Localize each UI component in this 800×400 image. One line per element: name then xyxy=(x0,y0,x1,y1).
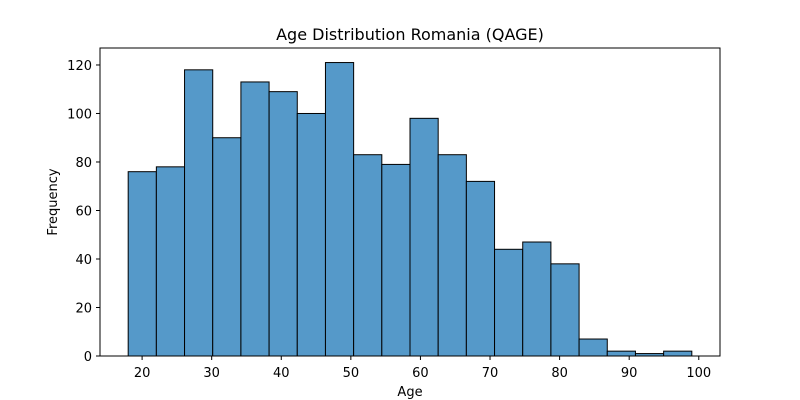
x-tick-label: 40 xyxy=(273,366,290,381)
histogram-bar xyxy=(522,241,552,357)
histogram-bar xyxy=(212,137,242,357)
x-axis-label: Age xyxy=(397,385,422,400)
y-tick-label: 80 xyxy=(75,156,92,171)
y-tick-label: 40 xyxy=(75,253,92,268)
plot-frame xyxy=(99,47,721,357)
histogram-bar xyxy=(296,112,326,357)
y-axis-label: Frequency xyxy=(46,168,61,235)
histogram-bar xyxy=(578,338,608,357)
histogram-bar xyxy=(240,81,270,357)
x-tick-label: 30 xyxy=(203,366,220,381)
histogram-bar xyxy=(353,154,383,357)
histogram-bar xyxy=(409,117,439,357)
histogram-bar xyxy=(550,263,580,357)
x-tick-label: 100 xyxy=(686,366,711,381)
bars-layer xyxy=(127,62,693,357)
histogram-bar xyxy=(437,154,467,357)
y-tick-label: 100 xyxy=(67,107,92,122)
chart-title: Age Distribution Romania (QAGE) xyxy=(276,25,544,44)
x-tick-label: 60 xyxy=(412,366,429,381)
x-axis-ticks: 20 30 40 50 60 70 80 90 100 xyxy=(134,356,711,381)
x-tick-label: 20 xyxy=(134,366,151,381)
histogram-bar xyxy=(268,91,298,357)
histogram-bar xyxy=(494,248,524,357)
y-tick-label: 20 xyxy=(75,301,92,316)
histogram-bar xyxy=(465,180,496,357)
y-tick-label: 0 xyxy=(84,350,92,365)
y-tick-label: 60 xyxy=(75,204,92,219)
x-tick-label: 70 xyxy=(482,366,499,381)
y-axis-ticks: 0 20 40 60 80 100 120 xyxy=(67,59,100,365)
x-tick-label: 80 xyxy=(551,366,568,381)
histogram-bar xyxy=(663,350,693,357)
x-tick-label: 50 xyxy=(343,366,360,381)
y-tick-label: 120 xyxy=(67,59,92,74)
x-tick-label: 90 xyxy=(621,366,638,381)
histogram-bar xyxy=(606,350,636,357)
histogram-bar xyxy=(155,166,186,357)
histogram-bar xyxy=(324,62,355,357)
histogram-bar xyxy=(381,163,411,357)
histogram-bar xyxy=(127,171,157,357)
histogram-bar xyxy=(184,69,214,357)
